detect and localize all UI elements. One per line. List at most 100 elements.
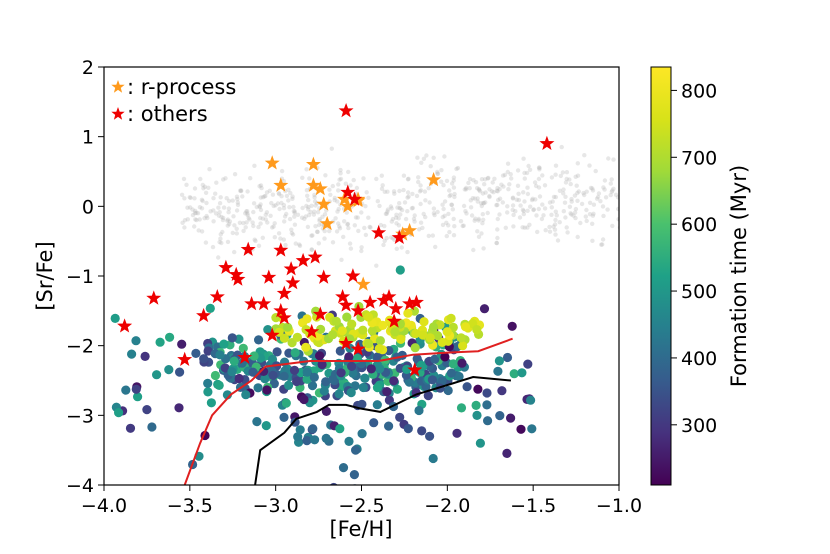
background-point (262, 194, 267, 199)
background-point (533, 197, 538, 202)
background-point (194, 217, 199, 223)
background-point (235, 202, 241, 208)
formation-time-point (199, 354, 209, 364)
legend-label-r-process: : r-process (127, 75, 236, 99)
formation-time-point (321, 433, 331, 443)
background-point (351, 177, 356, 183)
background-point (313, 224, 318, 229)
background-point (532, 180, 538, 185)
background-point (273, 203, 278, 208)
background-point (575, 190, 580, 196)
background-point (309, 247, 315, 252)
background-point (452, 224, 457, 229)
formation-time-point (348, 368, 358, 378)
background-point (217, 239, 222, 245)
background-point (440, 222, 446, 228)
background-point (481, 246, 486, 251)
formation-time-point (269, 379, 279, 389)
formation-time-point (382, 387, 392, 397)
background-point (401, 187, 406, 193)
others-star (276, 285, 292, 300)
background-point (590, 238, 595, 243)
background-point (216, 255, 221, 260)
background-point (486, 175, 491, 181)
formation-time-point (440, 352, 450, 362)
background-point (515, 183, 521, 188)
background-point (536, 165, 542, 170)
background-point (308, 209, 313, 215)
background-point (260, 235, 265, 240)
background-point (475, 186, 480, 191)
background-point (248, 176, 253, 181)
formation-time-point (392, 384, 402, 394)
formation-time-point (428, 322, 439, 332)
background-point (269, 200, 274, 206)
background-point (246, 216, 251, 221)
background-point (575, 173, 581, 178)
formation-time-point (302, 314, 312, 324)
background-point (305, 193, 310, 198)
formation-time-point (395, 265, 405, 275)
background-point (258, 195, 263, 200)
background-point (522, 225, 527, 230)
r-process-star (340, 198, 356, 213)
background-point (418, 188, 424, 193)
background-point (353, 215, 359, 220)
background-point (503, 225, 508, 230)
formation-time-point (448, 359, 458, 369)
background-point (185, 205, 190, 210)
background-point (442, 213, 447, 218)
formation-time-point (427, 375, 437, 385)
background-point (244, 209, 249, 214)
formation-time-point (430, 354, 440, 364)
background-point (241, 228, 246, 234)
background-point (264, 190, 270, 195)
background-point (244, 220, 249, 225)
background-point (240, 194, 245, 199)
background-point (227, 219, 233, 224)
formation-time-point (472, 410, 482, 420)
background-point (283, 242, 288, 248)
background-point (487, 194, 492, 200)
background-point (378, 222, 384, 228)
formation-time-point (335, 424, 345, 434)
background-point (385, 209, 390, 214)
background-point (204, 213, 209, 219)
background-point (491, 190, 496, 195)
background-point (366, 215, 371, 220)
background-point (359, 245, 364, 250)
background-point (621, 209, 625, 213)
background-point (573, 206, 579, 212)
background-point (292, 209, 297, 214)
background-point (569, 212, 574, 217)
y-axis-label: [Sr/Fe] (33, 241, 57, 310)
formation-time-point (259, 366, 269, 376)
formation-time-point (260, 374, 270, 384)
background-point (394, 212, 399, 217)
background-point (258, 215, 263, 221)
background-point (299, 215, 305, 220)
background-point (312, 195, 317, 200)
background-point (385, 189, 390, 194)
y-axis-ticks: −4 −3 −2 −1 0 1 2 (66, 57, 104, 497)
background-point (417, 227, 422, 232)
formation-time-point (419, 317, 429, 327)
formation-time-point (295, 425, 305, 435)
background-point (315, 229, 320, 234)
background-point (541, 213, 546, 218)
legend-label-others: : others (127, 102, 208, 126)
background-point (293, 241, 298, 246)
background-point (553, 194, 558, 200)
background-point (327, 187, 332, 192)
background-point (393, 215, 399, 220)
formation-time-point (344, 436, 354, 446)
background-point (219, 240, 224, 246)
background-point (573, 174, 578, 179)
background-point (516, 197, 522, 203)
background-point (217, 201, 223, 206)
formation-time-point (443, 385, 453, 396)
background-point (447, 188, 452, 193)
background-point (226, 206, 232, 211)
background-point (440, 202, 445, 207)
background-point (539, 216, 545, 222)
